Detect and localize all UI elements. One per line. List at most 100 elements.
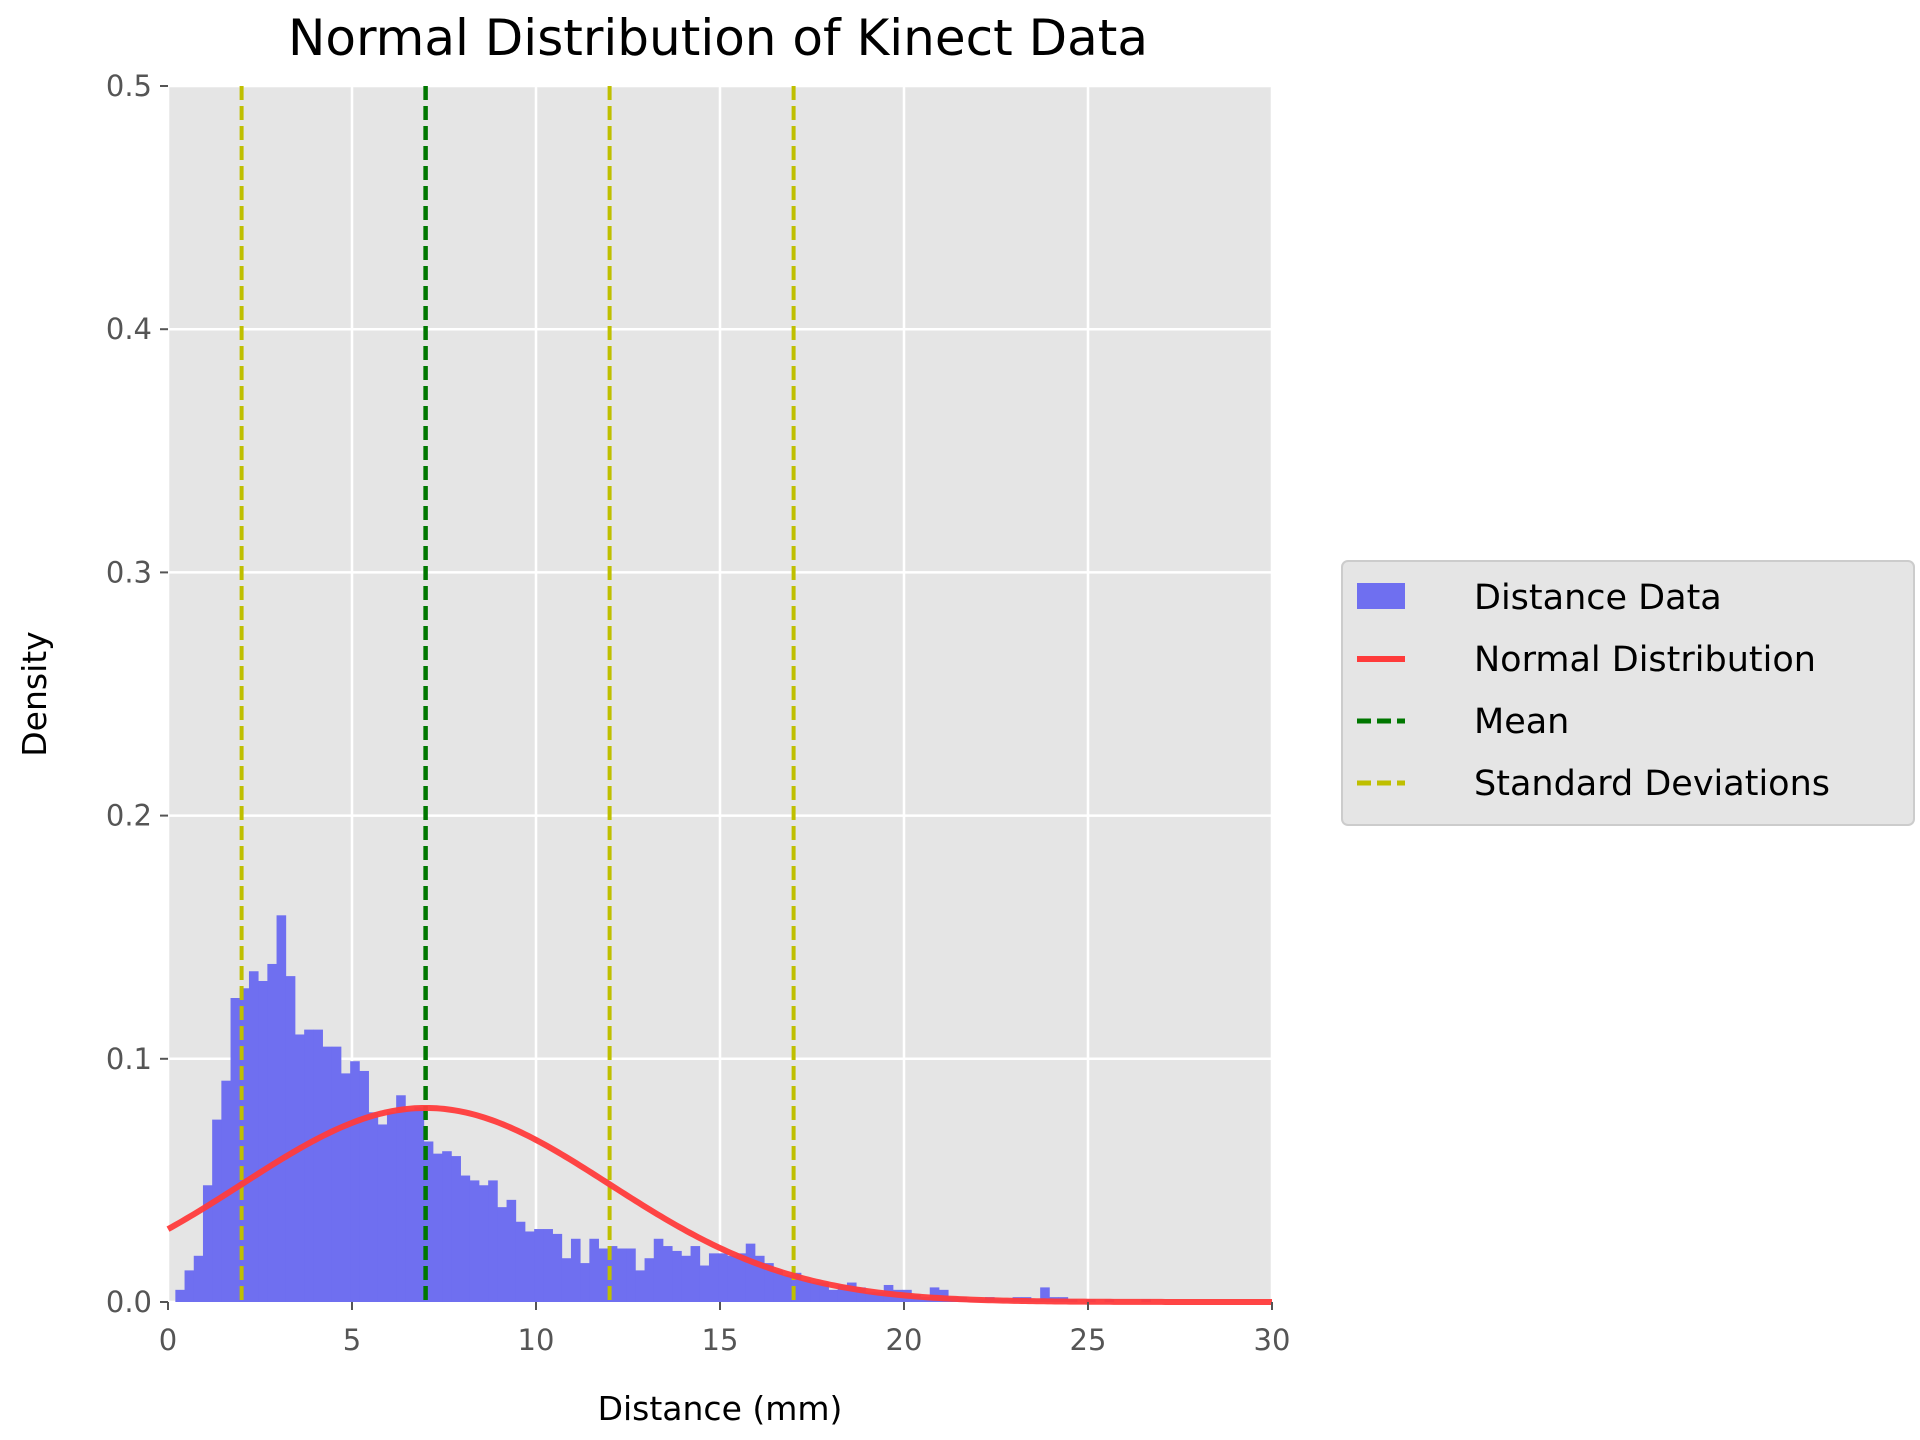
histogram-bar-48: [616, 1248, 627, 1302]
histogram-bar-65: [773, 1270, 783, 1302]
histogram-bar-20: [359, 1070, 369, 1302]
histogram-bar-1: [184, 1270, 195, 1302]
histogram-bar-75: [865, 1292, 875, 1302]
legend-swatch-histogram: [1357, 583, 1405, 609]
histogram-bar-58: [708, 1253, 719, 1302]
legend-label-mean: Mean: [1474, 702, 1569, 742]
histogram-bar-61: [736, 1253, 747, 1302]
histogram-bar-42: [561, 1258, 572, 1302]
histogram-bar-17: [331, 1046, 342, 1302]
histogram-bar-16: [322, 1046, 333, 1302]
histogram-bar-55: [681, 1255, 691, 1302]
histogram-bars: [175, 915, 1151, 1302]
histogram-bar-8: [248, 971, 259, 1302]
histogram-bar-26: [414, 1107, 425, 1302]
histogram-bar-40: [543, 1229, 553, 1302]
histogram-bar-4: [212, 1119, 222, 1302]
histogram-bar-51: [644, 1258, 655, 1302]
histogram-bar-25: [405, 1109, 415, 1302]
y-tick-label-2: 0.2: [106, 799, 152, 833]
histogram-bar-57: [699, 1265, 710, 1302]
histogram-bar-63: [754, 1255, 765, 1302]
histogram-bar-47: [607, 1246, 618, 1302]
y-axis-title: Density: [15, 631, 54, 756]
y-tick-label-4: 0.4: [106, 312, 152, 346]
histogram-bar-73: [846, 1282, 857, 1302]
histogram-bar-27: [423, 1141, 434, 1302]
histogram-bar-23: [386, 1112, 397, 1302]
histogram-bar-54: [672, 1250, 682, 1302]
histogram-bar-30: [451, 1156, 461, 1302]
legend-label-std: Standard Deviations: [1474, 764, 1830, 804]
histogram-bar-82: [929, 1287, 940, 1302]
x-tick-label-1: 5: [343, 1323, 361, 1357]
histogram-bar-11: [276, 915, 287, 1302]
reference-lines: [239, 86, 796, 1302]
histogram-bar-50: [635, 1270, 645, 1302]
histogram-bar-49: [626, 1248, 636, 1302]
histogram-bar-29: [442, 1151, 452, 1302]
histogram-bar-35: [497, 1207, 507, 1302]
histogram-bar-22: [377, 1124, 388, 1302]
histogram-bar-39: [534, 1229, 544, 1302]
histogram-bar-69: [810, 1282, 820, 1302]
histogram-bar-24: [396, 1095, 406, 1302]
histogram-bar-67: [791, 1272, 802, 1302]
histogram-bar-43: [570, 1238, 581, 1302]
histogram-bar-36: [506, 1199, 517, 1302]
histogram-bar-7: [239, 988, 250, 1302]
histogram-bar-74: [856, 1287, 866, 1302]
histogram-bar-70: [819, 1282, 829, 1302]
x-tick-label-2: 10: [518, 1323, 555, 1357]
x-tick-label-5: 25: [1070, 1323, 1107, 1357]
histogram-bar-45: [589, 1238, 599, 1302]
y-tick-label-3: 0.3: [106, 555, 152, 589]
histogram-bar-60: [727, 1255, 737, 1302]
histogram-bar-56: [690, 1246, 701, 1302]
histogram-bar-38: [524, 1231, 535, 1302]
histogram-bar-2: [193, 1255, 204, 1302]
histogram-bar-33: [478, 1185, 489, 1302]
histogram-bar-52: [653, 1238, 664, 1302]
histogram-bar-10: [267, 963, 277, 1302]
histogram-bar-6: [230, 998, 241, 1302]
histogram-bar-41: [552, 1233, 563, 1302]
histogram-bar-21: [368, 1112, 379, 1302]
histogram-bar-12: [285, 976, 296, 1302]
histogram-bar-3: [202, 1185, 213, 1302]
histogram-bar-0: [175, 1289, 185, 1302]
x-tick-label-6: 30: [1254, 1323, 1291, 1357]
x-axis-title: Distance (mm): [598, 1389, 843, 1428]
histogram-bar-72: [837, 1284, 848, 1302]
histogram-bar-62: [745, 1243, 756, 1302]
histogram-bar-44: [580, 1263, 590, 1302]
histogram-bar-37: [515, 1221, 526, 1302]
legend: Distance Data Normal Distribution Mean S…: [1341, 560, 1915, 826]
y-tick-label-0: 0.0: [106, 1285, 152, 1319]
histogram-bar-46: [598, 1248, 609, 1302]
histogram-bar-18: [340, 1073, 351, 1302]
legend-label-histogram: Distance Data: [1474, 578, 1722, 618]
histogram-bar-28: [432, 1153, 443, 1302]
histogram-bar-53: [662, 1246, 673, 1302]
histogram-bar-31: [460, 1175, 471, 1302]
histogram-bar-32: [469, 1180, 480, 1302]
histogram-bar-34: [488, 1180, 498, 1302]
x-tick-label-4: 20: [886, 1323, 923, 1357]
axes: [160, 85, 1273, 1310]
legend-label-normal: Normal Distribution: [1474, 640, 1816, 680]
y-tick-label-5: 0.5: [106, 69, 152, 103]
histogram-bar-9: [258, 980, 268, 1302]
y-tick-labels: 0.0 0.1 0.2 0.3 0.4 0.5: [106, 69, 152, 1319]
histogram-bar-68: [800, 1280, 811, 1302]
histogram-bar-94: [1040, 1287, 1050, 1302]
normal-curve: [166, 1104, 1273, 1305]
legend-box: [1341, 560, 1915, 826]
histogram-bar-59: [718, 1253, 728, 1302]
histogram-bar-76: [874, 1292, 885, 1302]
histogram-bar-19: [350, 1061, 360, 1302]
histogram-bar-64: [764, 1263, 774, 1302]
histogram-bar-13: [294, 1034, 305, 1302]
histogram-bar-71: [828, 1289, 839, 1302]
